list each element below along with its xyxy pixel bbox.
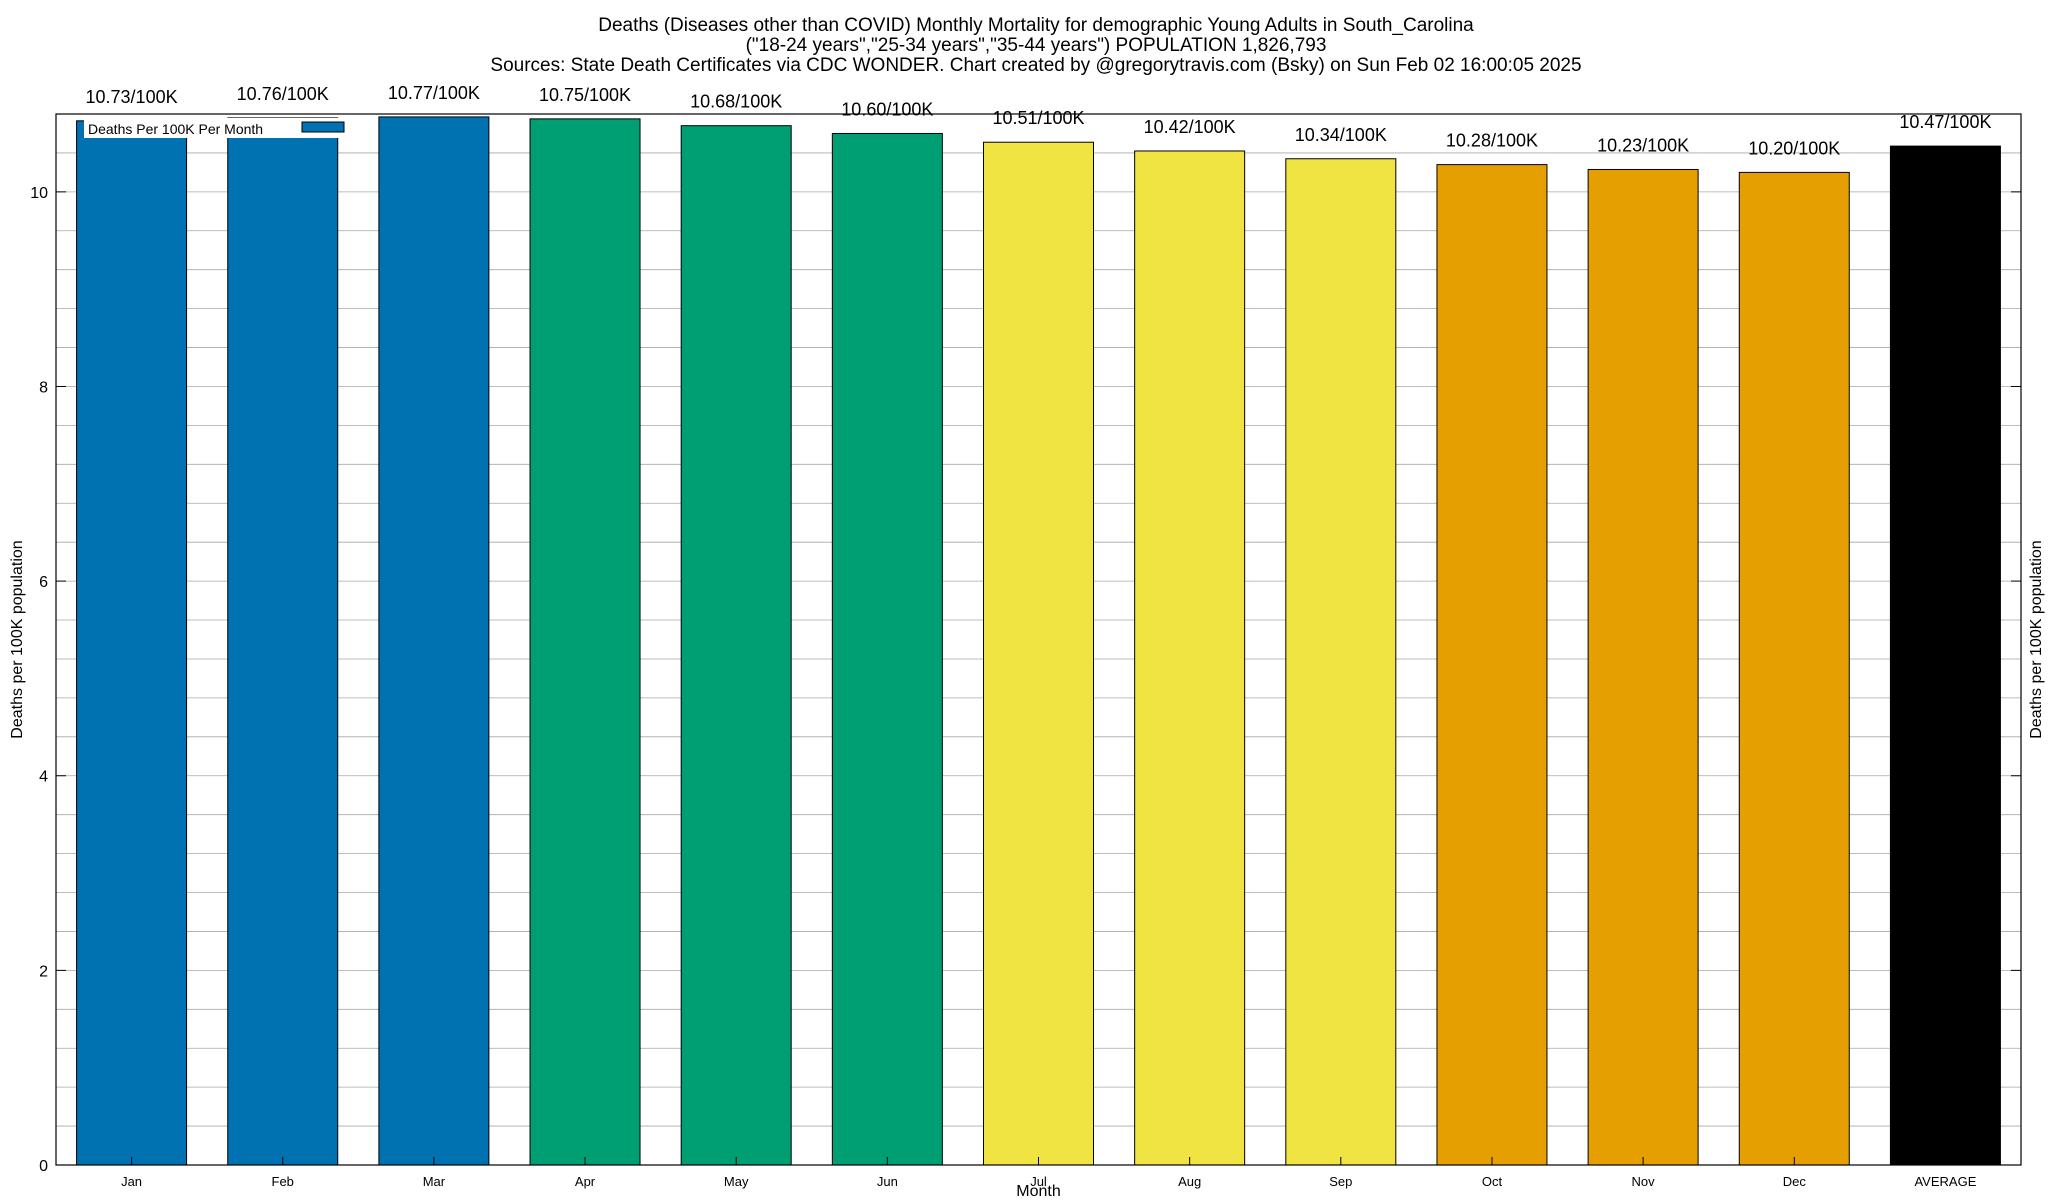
x-tick-label: Dec	[1783, 1174, 1807, 1189]
y-tick-label: 6	[39, 574, 48, 591]
bar-data-label: 10.51/100K	[992, 108, 1084, 128]
legend: Deaths Per 100K Per Month	[84, 118, 354, 138]
bar-average	[1889, 145, 2001, 1166]
y-axis-title-right: Deaths per 100K population	[2028, 540, 2045, 738]
bar-may	[680, 125, 792, 1166]
bar-data-label: 10.60/100K	[841, 99, 933, 119]
bar-data-label: 10.34/100K	[1295, 125, 1387, 145]
plot-frame	[55, 113, 2022, 1166]
x-tick-label: Oct	[1482, 1174, 1503, 1189]
bar-data-label: 10.68/100K	[690, 92, 782, 112]
bar-apr	[529, 118, 641, 1166]
bar-data-label: 10.47/100K	[1899, 112, 1991, 132]
bar-aug	[1134, 150, 1246, 1166]
bar-data-label: 10.76/100K	[237, 84, 329, 104]
bar-mar	[378, 116, 490, 1166]
x-axis-title: Month	[1016, 1183, 1060, 1200]
x-tick-label: Nov	[1632, 1174, 1656, 1189]
x-tick-label: Jun	[877, 1174, 898, 1189]
bar-data-label: 10.20/100K	[1748, 138, 1840, 158]
bar-data-label: 10.77/100K	[388, 83, 480, 103]
y-tick-label: 8	[39, 379, 48, 396]
bar-data-label: 10.23/100K	[1597, 135, 1689, 155]
bar-data-labels: 10.73/100K 10.76/100K 10.77/100K 10.75/100K…	[86, 83, 1992, 158]
x-tick-label: Aug	[1178, 1174, 1201, 1189]
bar-dec	[1738, 171, 1850, 1166]
bar-sep	[1285, 158, 1397, 1166]
chart-title-line: Sources: State Death Certificates via CD…	[490, 55, 1581, 76]
x-tick-label: Jan	[121, 1174, 142, 1189]
x-tick-label: Apr	[575, 1174, 596, 1189]
y-axis-title: Deaths per 100K population	[9, 540, 26, 738]
chart-title-line: ("18-24 years","25-34 years","35-44 year…	[746, 35, 1327, 56]
x-tick-label: May	[724, 1174, 749, 1189]
bar-nov	[1587, 168, 1699, 1166]
x-tick-label: Sep	[1329, 1174, 1352, 1189]
y-tick-label: 2	[39, 963, 48, 980]
bar-feb	[227, 117, 339, 1166]
x-tick-label: AVERAGE	[1914, 1174, 1976, 1189]
bar-jun	[831, 132, 943, 1166]
y-tick-label: 10	[30, 185, 48, 202]
bar-data-label: 10.28/100K	[1446, 131, 1538, 151]
bar-data-label: 10.42/100K	[1144, 117, 1236, 137]
bars	[76, 116, 2001, 1166]
y-axis-ticks: 0 2 4 6 8 10	[30, 185, 2021, 1175]
chart-title: Deaths (Diseases other than COVID) Month…	[490, 15, 1581, 76]
legend-swatch	[301, 121, 345, 133]
x-tick-label: Jul	[1030, 1174, 1047, 1189]
bar-data-label: 10.75/100K	[539, 85, 631, 105]
chart-title-line: Deaths (Diseases other than COVID) Month…	[598, 15, 1474, 36]
legend-label: Deaths Per 100K Per Month	[88, 121, 263, 137]
bar-jul	[983, 141, 1094, 1166]
bar-oct	[1436, 164, 1548, 1166]
y-tick-label: 4	[39, 769, 48, 786]
legend-box	[84, 118, 354, 138]
x-tick-label: Feb	[272, 1174, 294, 1189]
y-tick-label: 0	[39, 1158, 48, 1175]
x-tick-label: Mar	[423, 1174, 446, 1189]
bar-data-label: 10.73/100K	[86, 87, 178, 107]
x-axis-ticks: Jan Feb Mar Apr May Jun Jul Aug Sep Oct Nov Dec AVER…	[121, 1157, 1977, 1189]
bar-jan	[76, 120, 188, 1166]
